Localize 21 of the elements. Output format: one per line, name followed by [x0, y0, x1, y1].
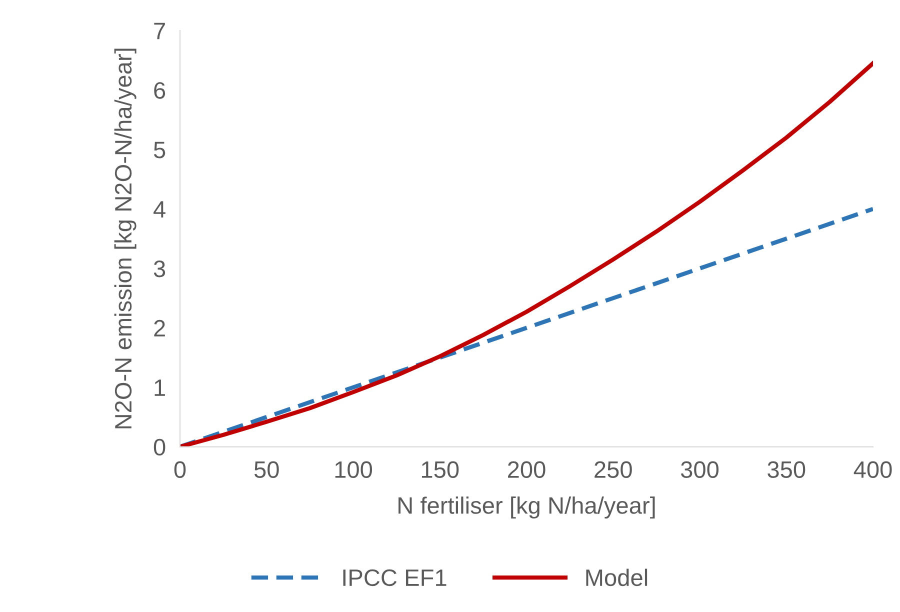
y-tick-label: 1	[154, 380, 165, 396]
x-tick-label: 350	[768, 461, 806, 478]
x-tick-label: 150	[422, 461, 459, 478]
y-tick-label: 5	[154, 142, 166, 158]
x-axis-title: N fertiliser [kg N/ha/year]	[398, 496, 655, 519]
x-tick-label: 50	[254, 461, 279, 478]
y-axis-title: N2O-N emission [kg N2O-N/ha/year]	[114, 48, 136, 428]
legend-label: Model	[586, 568, 648, 586]
x-tick-label: 200	[508, 461, 546, 478]
y-tick-label: 4	[154, 201, 166, 218]
y-tick-label: 7	[154, 22, 165, 40]
x-tick-label: 0	[174, 461, 186, 478]
x-tick-label: 250	[594, 461, 632, 478]
y-tick-label: 6	[154, 82, 166, 99]
x-tick-label: 100	[335, 461, 372, 478]
y-tick-label: 3	[154, 260, 166, 278]
x-tick-label: 300	[680, 461, 719, 478]
legend-label: IPCC EF1	[343, 569, 446, 586]
x-tick-label: 400	[854, 461, 892, 478]
y-tick-label: 0	[154, 438, 166, 456]
y-tick-label: 2	[154, 320, 165, 336]
